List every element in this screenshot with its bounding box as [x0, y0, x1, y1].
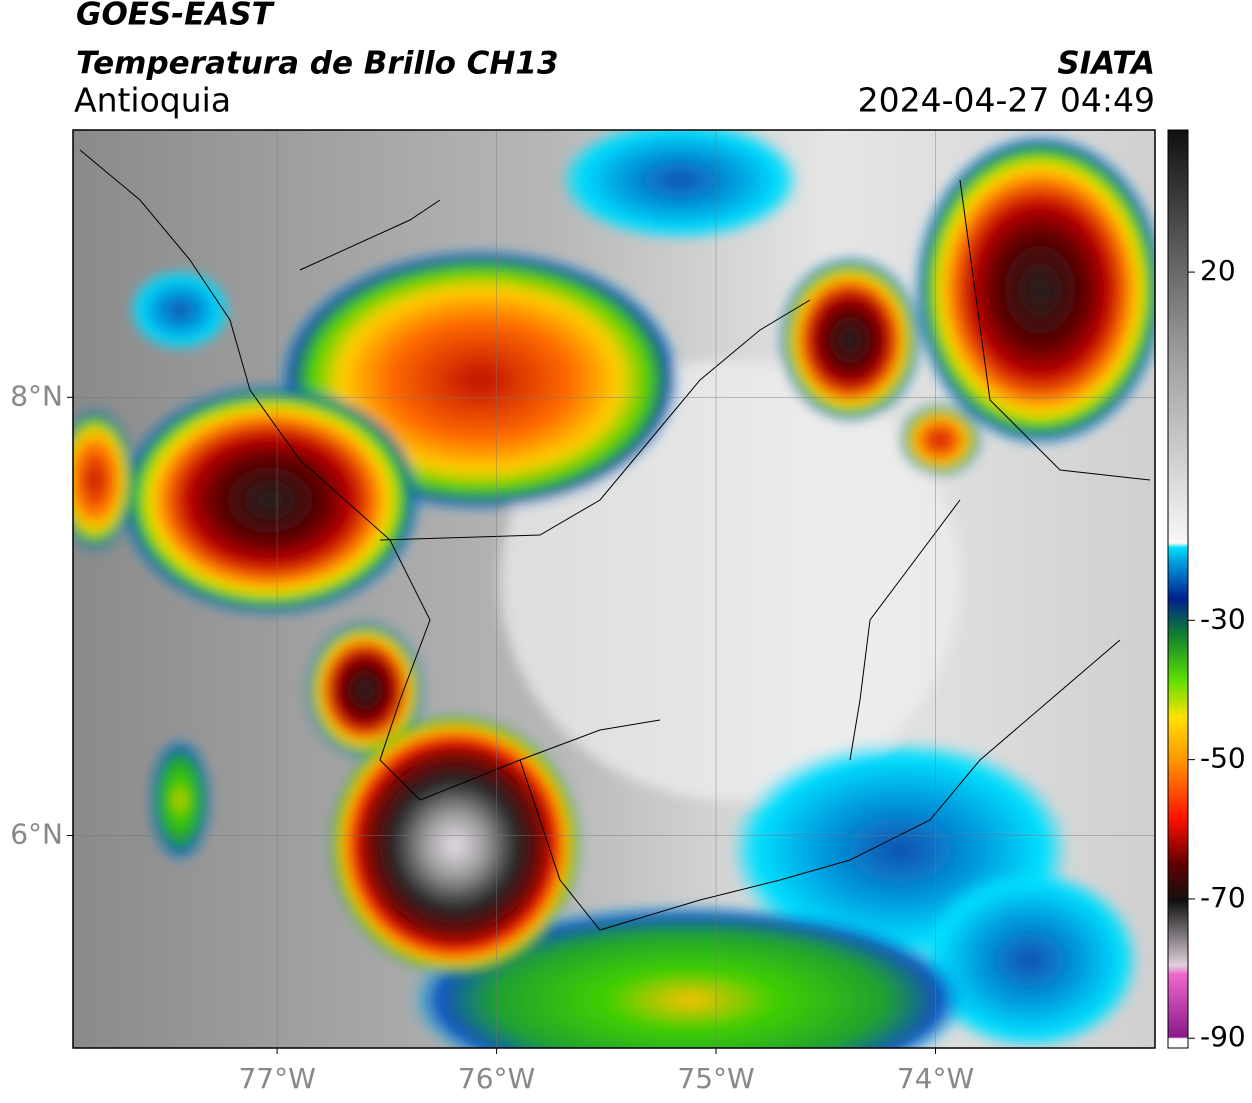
- colorbar-tick-label: -50: [1200, 742, 1246, 775]
- colorbar-tick-label: -90: [1200, 1020, 1246, 1053]
- subtitle: Temperatura de Brillo CH13: [76, 46, 559, 82]
- y-tick-label: 6°N: [10, 817, 63, 850]
- source: SIATA: [1057, 46, 1155, 82]
- colorbar-tick-label: -30: [1200, 602, 1246, 635]
- x-tick-label: 76°W: [458, 1062, 535, 1095]
- satellite-image: [73, 130, 1155, 1048]
- colorbar-tick-label: -70: [1200, 881, 1246, 914]
- x-tick-label: 74°W: [897, 1062, 974, 1095]
- y-tick-label: 8°N: [10, 379, 63, 412]
- map-frame: [72, 129, 1156, 1049]
- colorbar: [1167, 129, 1189, 1049]
- colorbar-tick-label: 20: [1200, 254, 1236, 287]
- region: Antioquia: [74, 81, 231, 120]
- x-tick-label: 77°W: [238, 1062, 315, 1095]
- datetime: 2024-04-27 04:49: [858, 81, 1155, 120]
- title: GOES-EAST: [76, 0, 276, 33]
- x-tick-label: 75°W: [677, 1062, 754, 1095]
